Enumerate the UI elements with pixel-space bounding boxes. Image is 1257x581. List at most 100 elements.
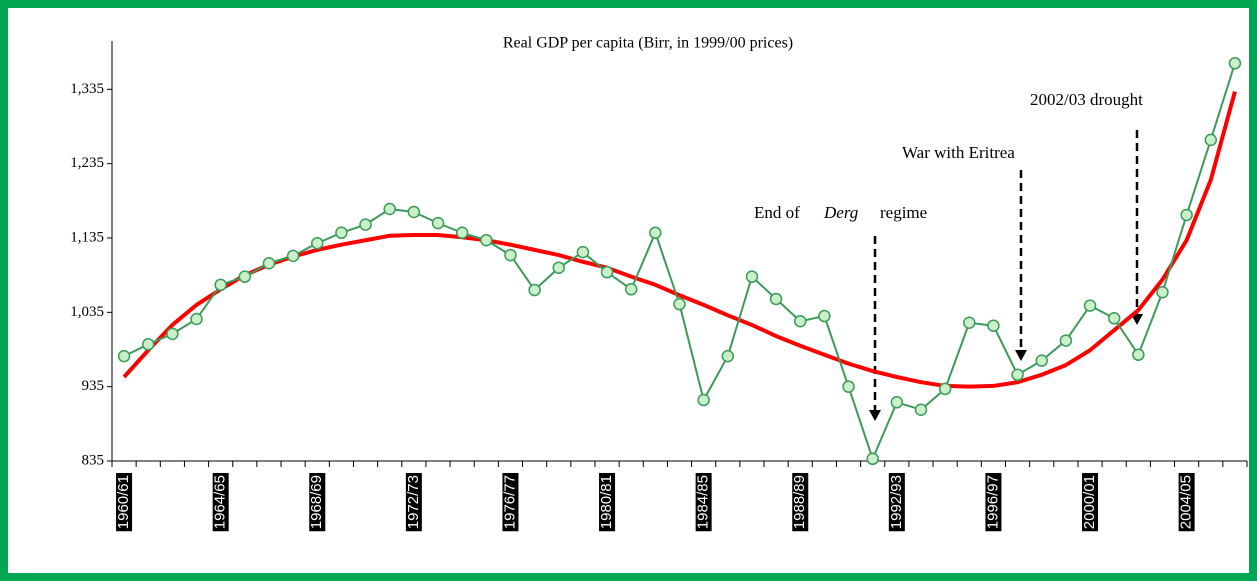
marker xyxy=(335,226,348,240)
label-bg xyxy=(309,473,326,532)
annotation: War with Eritrea xyxy=(902,143,1015,162)
marker xyxy=(576,245,590,259)
label-bg xyxy=(599,473,616,532)
marker xyxy=(818,309,831,323)
label-bg xyxy=(116,473,133,532)
x-tick-label-group: 1960/61 xyxy=(115,473,133,532)
marker xyxy=(697,393,710,407)
marker xyxy=(1228,57,1242,70)
label-bg xyxy=(405,473,422,532)
marker xyxy=(383,202,396,216)
annotation: Derg xyxy=(823,203,858,222)
arrowheads xyxy=(869,314,1143,421)
x-tick-label-group: 1980/81 xyxy=(598,473,616,532)
marker xyxy=(552,261,566,274)
annotation: End of xyxy=(754,203,800,222)
label-bg xyxy=(1178,473,1195,532)
marker xyxy=(600,265,614,279)
label-bg xyxy=(502,473,519,532)
x-tick-label-group: 2000/01 xyxy=(1081,473,1099,532)
label-bg xyxy=(888,473,905,532)
x-tick-label-group: 1976/77 xyxy=(501,473,519,532)
marker xyxy=(480,233,493,247)
arrowhead xyxy=(1015,350,1027,361)
x-tick-label-group: 2004/05 xyxy=(1178,473,1195,532)
x-tick-label-group: 1972/73 xyxy=(405,473,422,532)
label-bg xyxy=(212,473,229,532)
x-tick-label: 1968/69 xyxy=(308,475,325,529)
marker xyxy=(1156,286,1169,299)
marker xyxy=(528,283,541,297)
x-tick-label: 1988/89 xyxy=(791,475,808,529)
x-tick-label-group: 1992/93 xyxy=(888,473,905,532)
annotation: 2002/03 drought xyxy=(1030,90,1143,109)
marker xyxy=(431,216,445,230)
marker xyxy=(1132,348,1145,361)
label-bg xyxy=(792,473,809,532)
marker xyxy=(890,396,904,409)
marker xyxy=(1180,208,1193,222)
marker xyxy=(963,316,976,329)
marker xyxy=(769,292,783,306)
marker xyxy=(117,349,131,363)
marker xyxy=(311,236,324,250)
x-tick-label: 1964/65 xyxy=(212,475,229,529)
marker xyxy=(141,338,155,351)
marker xyxy=(938,382,952,396)
marker xyxy=(262,257,276,270)
arrowhead xyxy=(1131,314,1143,325)
x-tick-label: 1996/97 xyxy=(984,475,1001,529)
marker xyxy=(407,205,421,219)
marker xyxy=(1107,312,1121,325)
x-tick-label-group: 1996/97 xyxy=(984,473,1002,532)
x-tick-label: 1984/85 xyxy=(695,475,712,529)
marker xyxy=(286,249,300,263)
marker xyxy=(721,349,735,363)
marker xyxy=(1204,133,1218,147)
label-bg xyxy=(1082,473,1099,532)
x-tick-label: 1972/73 xyxy=(405,475,422,529)
label-bg xyxy=(695,473,712,532)
marker xyxy=(1059,334,1073,347)
chart-title: Real GDP per capita (Birr, in 1999/00 pr… xyxy=(503,35,793,52)
series-line xyxy=(122,91,1237,389)
arrowhead xyxy=(869,410,881,421)
y-tick-label: 835 xyxy=(82,452,105,468)
annotation: regime xyxy=(880,203,927,222)
x-tick-label-group: 1984/85 xyxy=(695,473,712,532)
marker xyxy=(624,283,638,296)
x-tick-label: 1980/81 xyxy=(598,475,615,529)
x-tick-label: 1992/93 xyxy=(888,475,905,529)
marker xyxy=(1011,368,1024,382)
marker xyxy=(649,226,662,240)
marker xyxy=(238,270,252,283)
marker xyxy=(987,319,1000,332)
x-tick-label: 1976/77 xyxy=(501,475,518,529)
marker xyxy=(673,297,686,311)
y-tick-label: 935 xyxy=(82,378,105,394)
y-tick-label: 1,335 xyxy=(70,81,104,97)
marker xyxy=(842,380,855,393)
x-tick-label: 1960/61 xyxy=(115,475,132,529)
marker xyxy=(1083,299,1097,312)
marker xyxy=(745,270,759,283)
marker xyxy=(793,314,807,328)
marker xyxy=(866,452,879,466)
label-bg xyxy=(985,473,1002,532)
x-tick-label-group: 1968/69 xyxy=(308,473,326,532)
y-tick-label: 1,235 xyxy=(70,155,104,171)
marker xyxy=(214,278,227,292)
x-tick-label-group: 1964/65 xyxy=(212,473,229,532)
y-tick-label: 1,035 xyxy=(70,304,104,320)
marker xyxy=(359,218,372,231)
marker xyxy=(455,226,469,240)
marker xyxy=(190,312,203,326)
marker xyxy=(504,248,517,262)
arrows xyxy=(873,130,1139,410)
x-tick-label: 2004/05 xyxy=(1178,475,1195,529)
marker xyxy=(166,327,179,341)
marker xyxy=(1035,354,1048,367)
x-tick-label-group: 1988/89 xyxy=(791,473,809,532)
marker xyxy=(914,403,928,416)
